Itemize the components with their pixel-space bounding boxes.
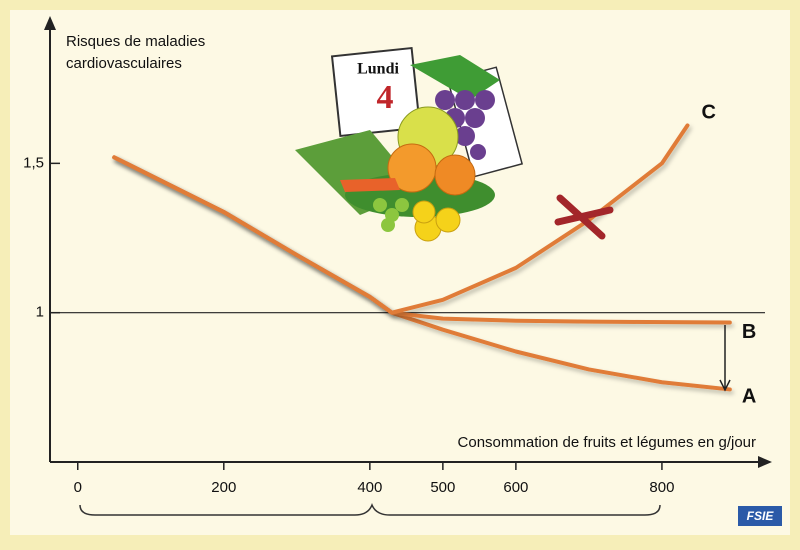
brace: [79, 502, 661, 516]
lemons: [412, 200, 461, 242]
x-tick-label: 500: [430, 479, 455, 496]
x-tick-label: 0: [74, 479, 82, 496]
series-label: C: [701, 102, 715, 124]
x-axis-arrow: [758, 456, 772, 468]
calendar: [330, 46, 422, 138]
x-tick-label: 800: [649, 479, 674, 496]
orange: [434, 154, 476, 196]
y-tick-label: 1: [36, 304, 44, 321]
carrot: [340, 178, 400, 192]
calendar-day: Lundi: [357, 61, 399, 78]
series-label: A: [742, 386, 756, 408]
y-axis-label: cardiovasculaires: [66, 55, 182, 72]
logo-text: FSIE: [747, 509, 775, 523]
x-tick-label: 200: [211, 479, 236, 496]
cross-mark: [554, 194, 614, 240]
gap-arrow: [719, 325, 731, 392]
series-label: B: [742, 321, 756, 343]
y-axis-label: Risques de maladies: [66, 33, 205, 50]
x-tick-label: 600: [503, 479, 528, 496]
illustration: Lundi 4: [295, 46, 524, 242]
peas: [373, 198, 409, 232]
y-axis-arrow: [44, 16, 56, 30]
y-tick-label: 1,5: [23, 154, 44, 171]
series-line: [112, 123, 690, 315]
x-axis-label: Consommation de fruits et légumes en g/j…: [458, 434, 756, 451]
leaf: [410, 55, 500, 100]
calendar-date: 4: [377, 79, 394, 116]
logo: [738, 506, 782, 526]
x-tick-label: 400: [357, 479, 382, 496]
